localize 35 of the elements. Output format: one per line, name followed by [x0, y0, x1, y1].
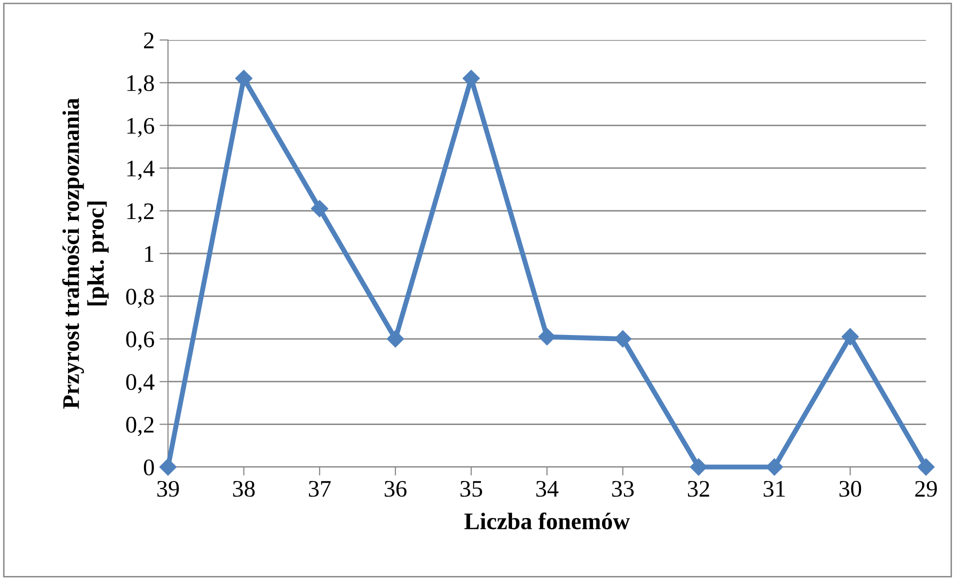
y-tick-label: 0,8 — [126, 288, 154, 308]
y-tick-label: 1,2 — [127, 203, 154, 223]
point — [917, 458, 935, 476]
x-tick-label: 35 — [460, 480, 482, 497]
x-tick-label: 36 — [384, 480, 406, 497]
y-tick-label: 1,4 — [127, 160, 154, 180]
y-tick-label: 0 — [144, 459, 154, 476]
x-tick-label: 29 — [915, 480, 937, 497]
x-tick-label: 30 — [840, 480, 862, 497]
point — [462, 70, 480, 87]
x-tick-label: 34 — [536, 480, 558, 497]
x-axis-title: Liczba fonemów — [464, 512, 630, 530]
x-tick-label: 31 — [764, 480, 785, 497]
y-tick-label: 1,6 — [127, 118, 154, 138]
point — [690, 458, 708, 476]
x-tick-label: 33 — [612, 480, 634, 497]
y-tick-label: 0,2 — [126, 416, 154, 436]
y-axis-title: Przyrost trafności rozpoznania [pkt. proc] — [62, 98, 109, 409]
point — [235, 70, 252, 87]
y-tick-label: 1,8 — [127, 75, 154, 95]
y-tick-label: 0,6 — [126, 331, 154, 351]
point — [159, 458, 177, 476]
point — [386, 330, 404, 348]
point — [766, 458, 783, 476]
x-tick-label: 39 — [157, 480, 179, 497]
y-tick-label: 2 — [144, 32, 154, 48]
x-tick-label: 37 — [308, 480, 331, 497]
point — [842, 328, 859, 346]
point — [311, 200, 328, 218]
x-tick-label: 38 — [233, 480, 255, 497]
x-tick-label: 32 — [688, 480, 710, 497]
point — [538, 328, 556, 346]
y-tick-label: 1 — [145, 246, 154, 262]
y-tick-label: 0,4 — [126, 374, 154, 394]
point — [614, 330, 632, 348]
